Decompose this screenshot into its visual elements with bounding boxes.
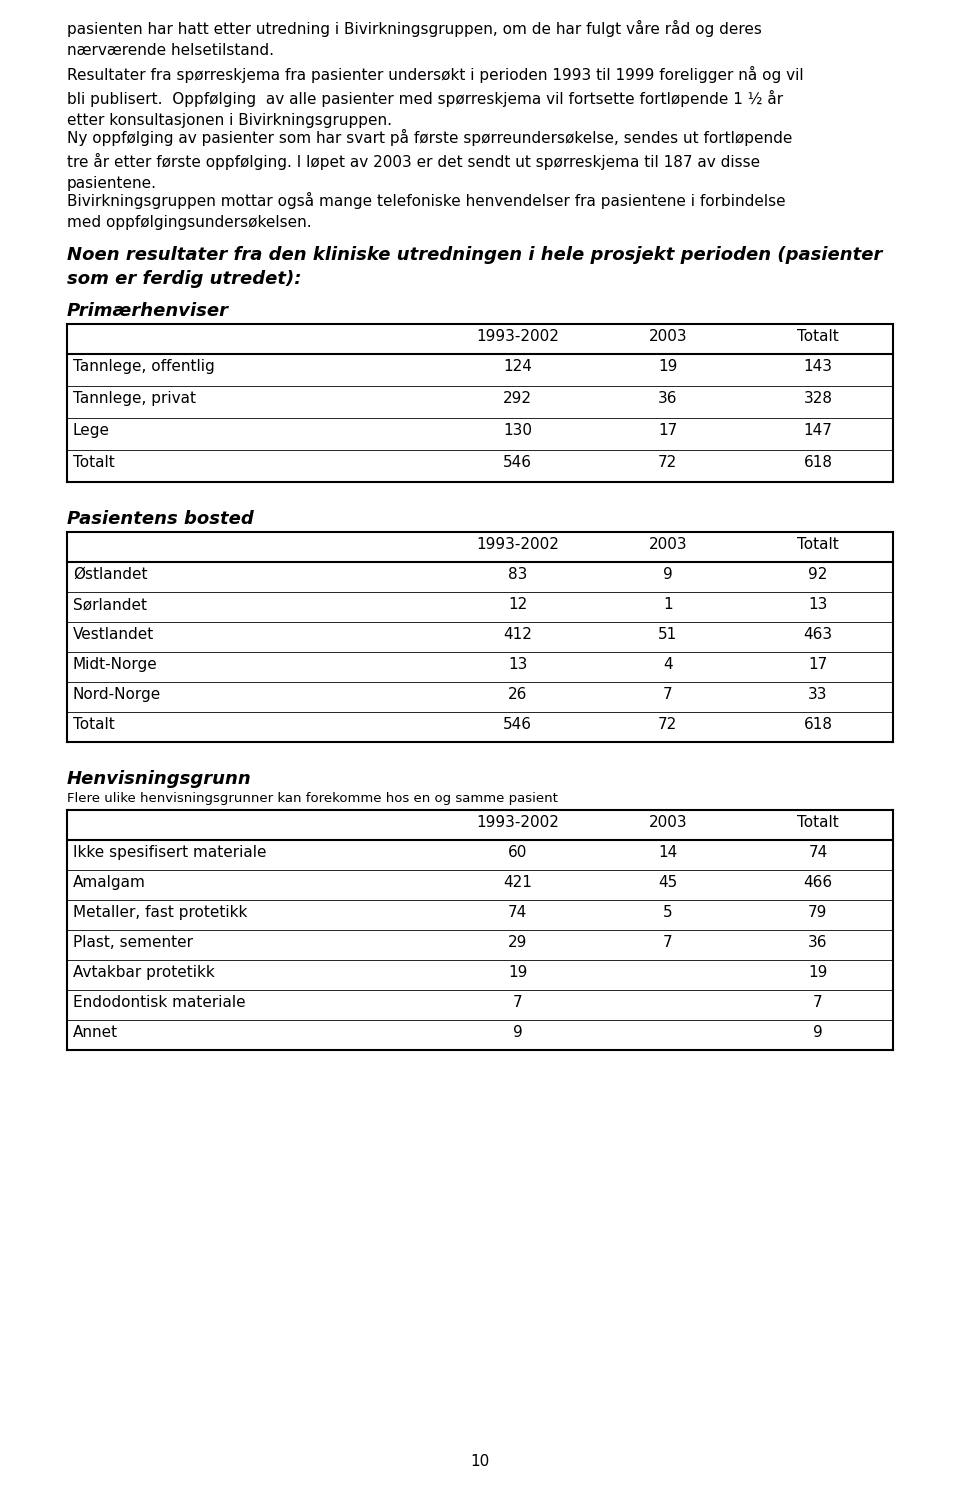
Text: 9: 9	[813, 1025, 823, 1040]
Text: 1993-2002: 1993-2002	[476, 814, 559, 829]
Text: 33: 33	[808, 687, 828, 702]
Text: Tannlege, offentlig: Tannlege, offentlig	[73, 359, 215, 374]
Text: Totalt: Totalt	[73, 455, 115, 470]
Text: 13: 13	[808, 597, 828, 612]
Text: 412: 412	[503, 627, 532, 642]
Text: 618: 618	[804, 717, 832, 732]
Text: 1993-2002: 1993-2002	[476, 329, 559, 344]
Text: Østlandet: Østlandet	[73, 567, 148, 582]
Text: 74: 74	[808, 844, 828, 859]
Text: Flere ulike henvisningsgrunner kan forekomme hos en og samme pasient: Flere ulike henvisningsgrunner kan forek…	[67, 792, 558, 805]
Text: 19: 19	[808, 966, 828, 981]
Text: 19: 19	[658, 359, 678, 374]
Text: Noen resultater fra den kliniske utredningen i hele prosjekt perioden (pasienter: Noen resultater fra den kliniske utredni…	[67, 246, 882, 287]
Text: Endodontisk materiale: Endodontisk materiale	[73, 996, 246, 1010]
Text: 618: 618	[804, 455, 832, 470]
Text: 4: 4	[663, 657, 673, 672]
Text: Henvisningsgrunn: Henvisningsgrunn	[67, 769, 252, 787]
Text: 36: 36	[658, 391, 678, 406]
Text: 546: 546	[503, 455, 532, 470]
Text: 60: 60	[508, 844, 527, 859]
Text: Resultater fra spørreskjema fra pasienter undersøkt i perioden 1993 til 1999 for: Resultater fra spørreskjema fra pasiente…	[67, 66, 804, 129]
Text: Ikke spesifisert materiale: Ikke spesifisert materiale	[73, 844, 267, 859]
Text: 7: 7	[513, 996, 522, 1010]
Text: 51: 51	[659, 627, 678, 642]
Text: Metaller, fast protetikk: Metaller, fast protetikk	[73, 906, 248, 921]
Text: 7: 7	[663, 687, 673, 702]
Text: 13: 13	[508, 657, 527, 672]
Text: 2003: 2003	[648, 537, 687, 552]
Text: Midt-Norge: Midt-Norge	[73, 657, 157, 672]
Text: 143: 143	[804, 359, 832, 374]
Text: 421: 421	[503, 876, 532, 891]
Text: 17: 17	[808, 657, 828, 672]
Text: Totalt: Totalt	[797, 537, 839, 552]
Text: 2003: 2003	[648, 329, 687, 344]
Text: 7: 7	[813, 996, 823, 1010]
Text: Lege: Lege	[73, 424, 110, 439]
Text: Totalt: Totalt	[797, 329, 839, 344]
Text: 74: 74	[508, 906, 527, 921]
Text: Annet: Annet	[73, 1025, 118, 1040]
Text: Plast, sementer: Plast, sementer	[73, 936, 193, 951]
Text: 72: 72	[659, 717, 678, 732]
Text: Amalgam: Amalgam	[73, 876, 146, 891]
Text: 2003: 2003	[648, 814, 687, 829]
Text: 130: 130	[503, 424, 532, 439]
Text: 72: 72	[659, 455, 678, 470]
Text: 9: 9	[513, 1025, 522, 1040]
Text: 1993-2002: 1993-2002	[476, 537, 559, 552]
Text: 463: 463	[804, 627, 832, 642]
Text: Ny oppfølging av pasienter som har svart på første spørreundersøkelse, sendes ut: Ny oppfølging av pasienter som har svart…	[67, 129, 792, 192]
Text: 1: 1	[663, 597, 673, 612]
Text: 14: 14	[659, 844, 678, 859]
Text: 29: 29	[508, 936, 527, 951]
Text: Totalt: Totalt	[797, 814, 839, 829]
Text: 7: 7	[663, 936, 673, 951]
Text: 17: 17	[659, 424, 678, 439]
Text: Nord-Norge: Nord-Norge	[73, 687, 161, 702]
Text: 12: 12	[508, 597, 527, 612]
Text: 45: 45	[659, 876, 678, 891]
Text: pasienten har hatt etter utredning i Bivirkningsgruppen, om de har fulgt våre rå: pasienten har hatt etter utredning i Biv…	[67, 19, 762, 58]
Text: 292: 292	[503, 391, 532, 406]
Text: Totalt: Totalt	[73, 717, 115, 732]
Text: 92: 92	[808, 567, 828, 582]
Text: 26: 26	[508, 687, 527, 702]
Text: 466: 466	[804, 876, 832, 891]
Text: 124: 124	[503, 359, 532, 374]
Text: 5: 5	[663, 906, 673, 921]
Text: Bivirkningsgruppen mottar også mange telefoniske henvendelser fra pasientene i f: Bivirkningsgruppen mottar også mange tel…	[67, 192, 785, 231]
Text: 36: 36	[808, 936, 828, 951]
Text: 9: 9	[662, 567, 673, 582]
Text: 83: 83	[508, 567, 527, 582]
Text: 10: 10	[470, 1454, 490, 1469]
Text: Tannlege, privat: Tannlege, privat	[73, 391, 196, 406]
Text: Pasientens bosted: Pasientens bosted	[67, 510, 253, 528]
Text: 147: 147	[804, 424, 832, 439]
Text: 546: 546	[503, 717, 532, 732]
Text: Vestlandet: Vestlandet	[73, 627, 155, 642]
Text: 328: 328	[804, 391, 832, 406]
Text: Avtakbar protetikk: Avtakbar protetikk	[73, 966, 215, 981]
Text: 79: 79	[808, 906, 828, 921]
Text: Sørlandet: Sørlandet	[73, 597, 147, 612]
Text: Primærhenviser: Primærhenviser	[67, 302, 229, 320]
Text: 19: 19	[508, 966, 527, 981]
